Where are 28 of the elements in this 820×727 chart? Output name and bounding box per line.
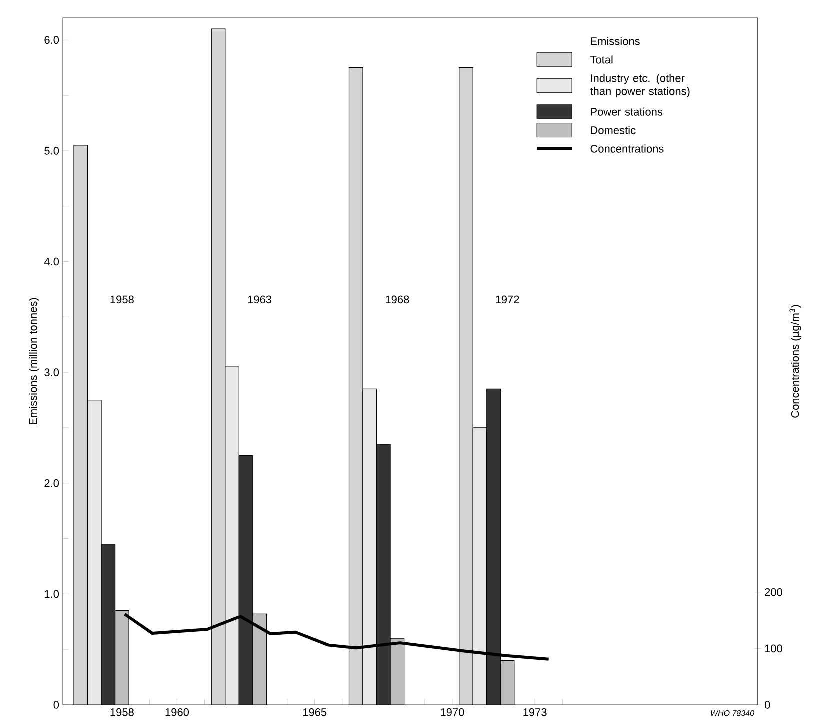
- annotation: 1963: [248, 296, 272, 304]
- text: WHO 78340: [711, 710, 754, 716]
- y2-tick-label: 100: [765, 644, 782, 653]
- legend-label: Power stations: [591, 108, 663, 116]
- legend-label: Total: [590, 56, 613, 64]
- y2-tick-label: 0: [764, 701, 770, 709]
- y-tick-label: 3.0: [44, 368, 60, 376]
- y2-tick-label: 200: [765, 588, 782, 596]
- x-tick-label: 1970: [441, 708, 464, 716]
- legend-label: Concentrations: [590, 144, 664, 153]
- x-tick-label: 1973: [524, 708, 547, 716]
- y-tick-label: 4.0: [44, 258, 60, 266]
- annotation: 1972: [496, 296, 520, 304]
- legend-title: Emissions: [591, 37, 640, 46]
- y-tick-label: 1.0: [45, 590, 60, 598]
- annotation: 1958: [110, 296, 134, 304]
- x-tick-label: 1965: [303, 708, 327, 716]
- y-tick-label: 2.0: [44, 479, 60, 488]
- y-tick-label: 0: [54, 701, 60, 709]
- x-tick-label: 1960: [166, 708, 190, 716]
- y2-axis-title: Concentrations (µg/m$^{3}$): [790, 305, 802, 418]
- annotation: 1968: [386, 296, 410, 304]
- legend-label: Domestic: [591, 126, 636, 134]
- y-tick-label: 6.0: [44, 36, 60, 44]
- y-tick-label: 5.0: [44, 147, 60, 155]
- x-tick-label: 1958: [110, 708, 134, 716]
- legend-label: Industry etc. (other than power stations): [590, 74, 690, 98]
- y-axis-title: Emissions (million tonnes): [29, 298, 40, 424]
